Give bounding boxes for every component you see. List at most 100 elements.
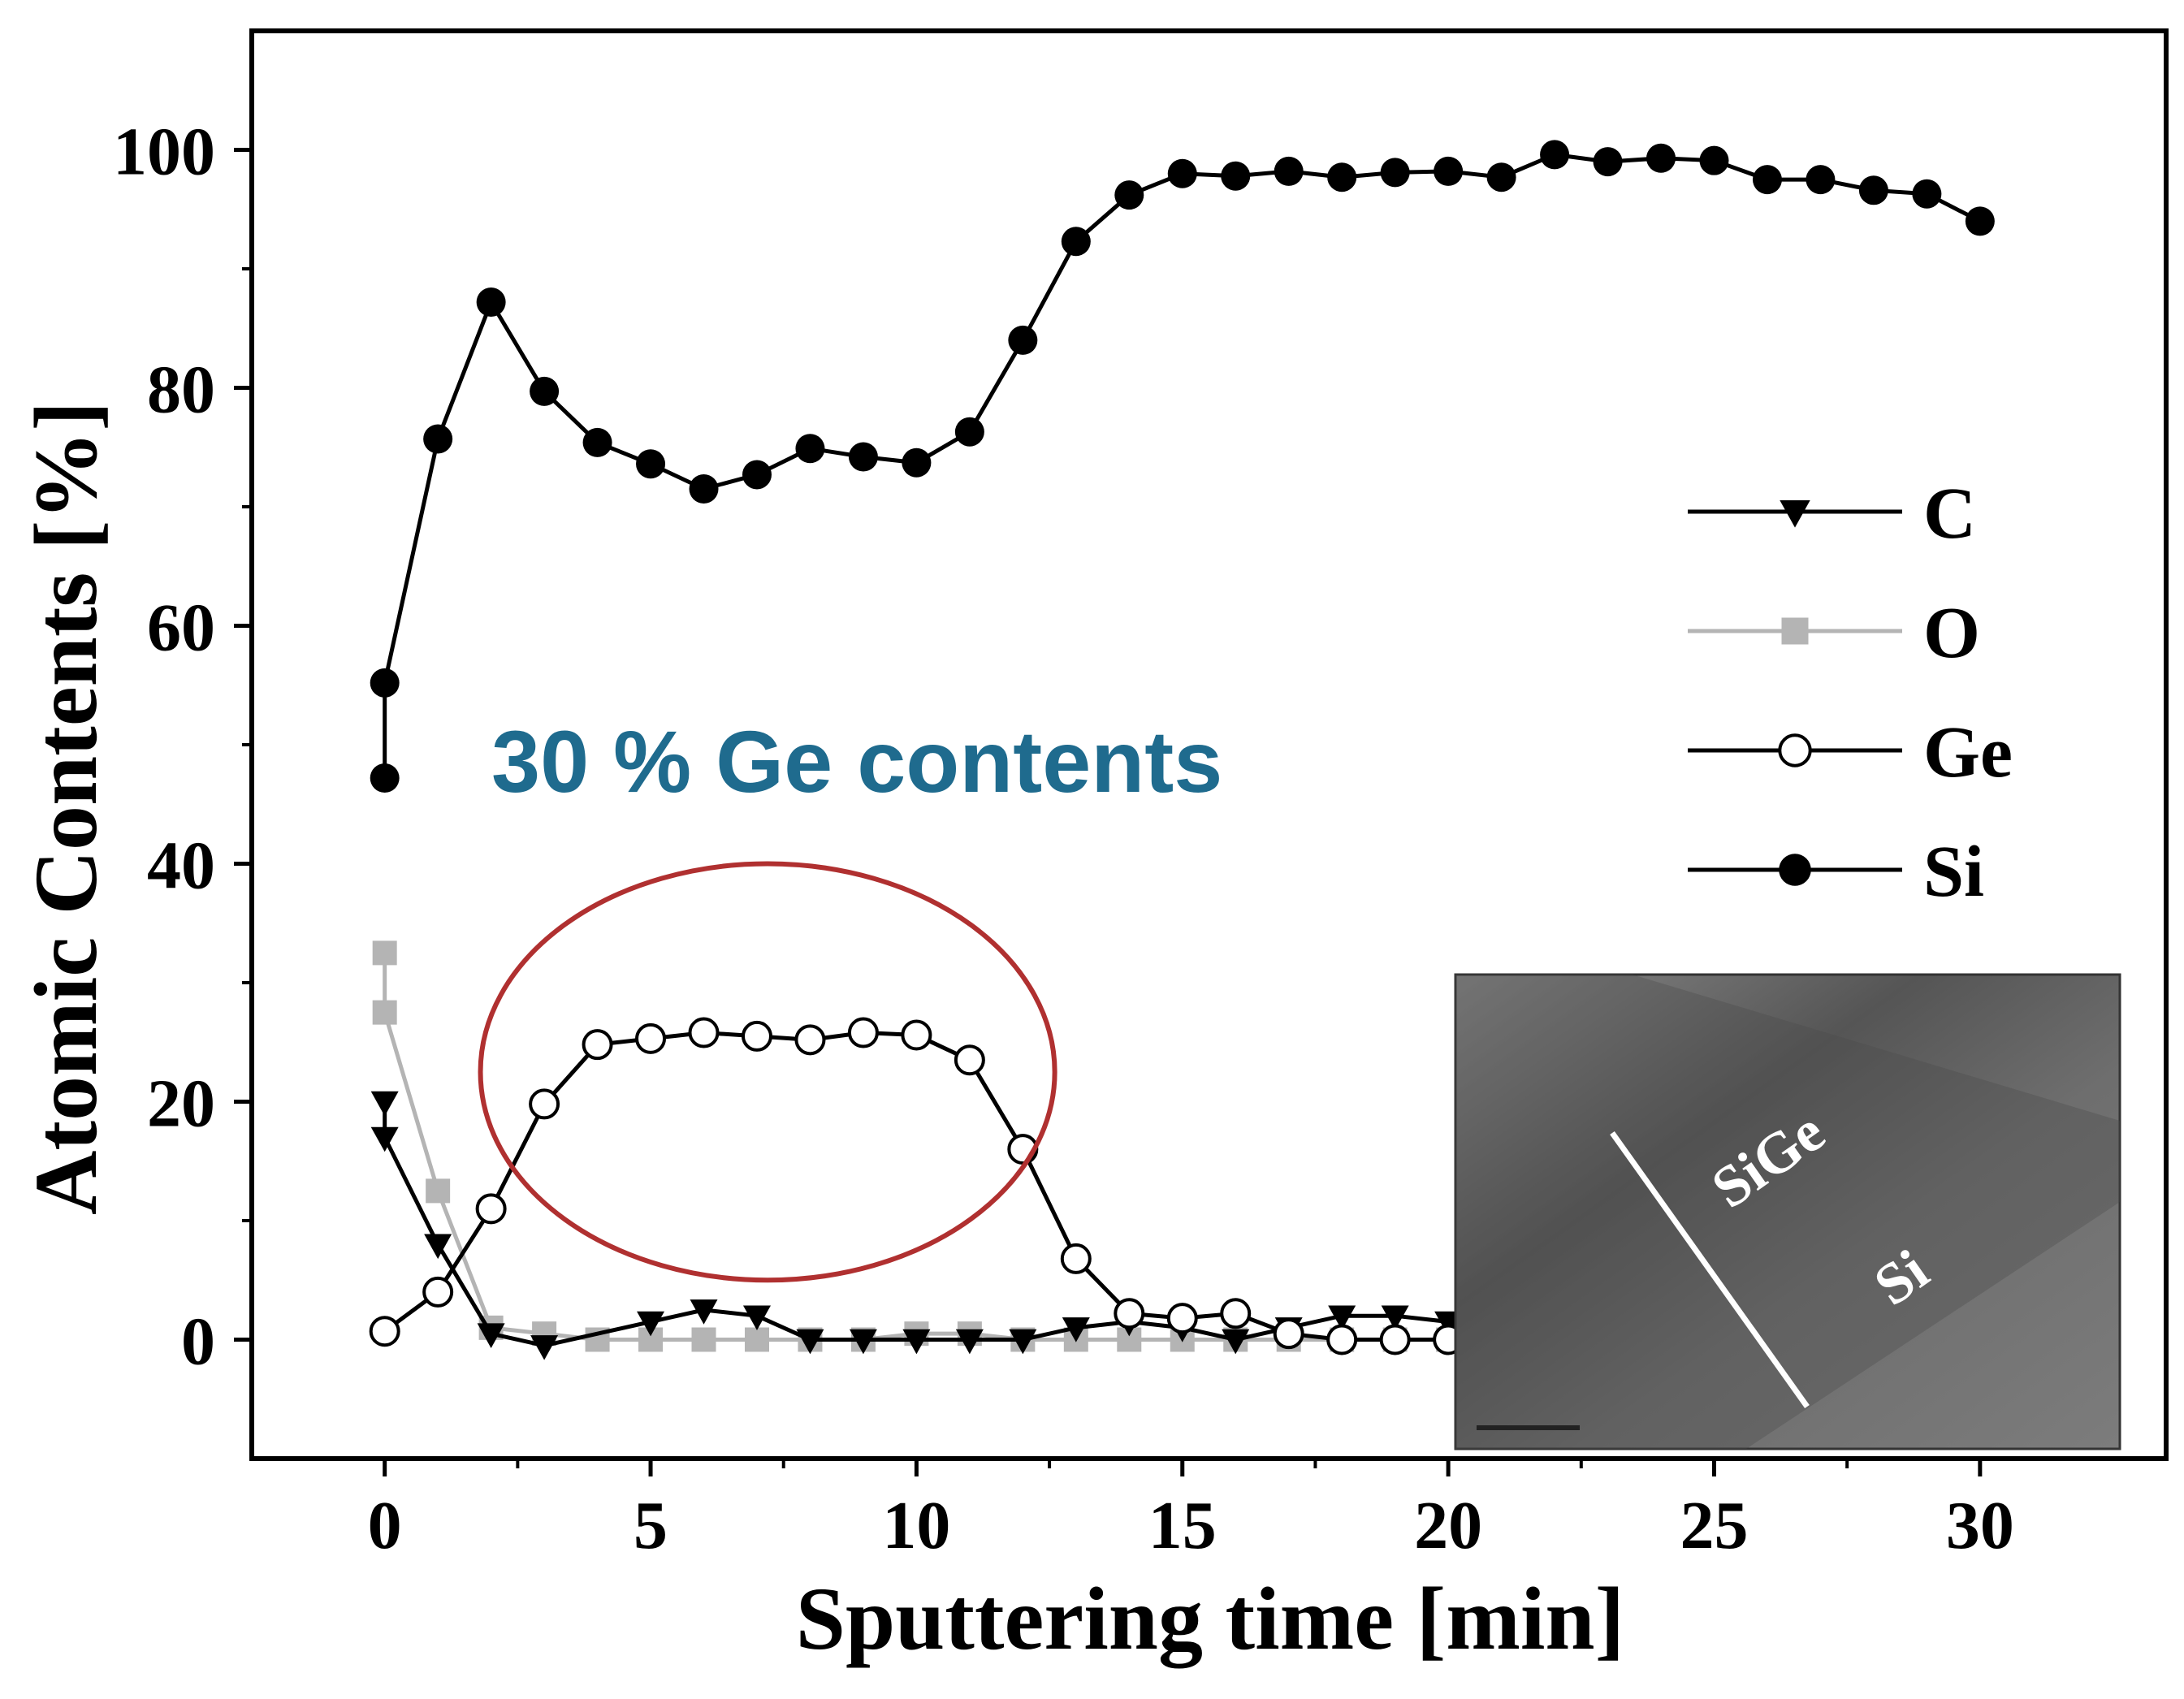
marker-circle-filled bbox=[742, 460, 772, 490]
y-tick-label: 80 bbox=[147, 352, 215, 428]
series-si bbox=[370, 140, 1995, 793]
marker-circle-filled bbox=[1434, 156, 1464, 186]
marker-circle-filled bbox=[795, 434, 825, 464]
marker-triangle bbox=[849, 1329, 877, 1355]
marker-triangle bbox=[955, 1329, 984, 1355]
legend-entry-ge: Ge bbox=[1688, 712, 2013, 793]
marker-triangle bbox=[1222, 1329, 1250, 1355]
marker-square bbox=[691, 1327, 716, 1352]
marker-triangle bbox=[902, 1329, 931, 1355]
marker-triangle bbox=[1328, 1305, 1356, 1331]
y-tick-label: 0 bbox=[181, 1304, 215, 1380]
ge-content-annotation: 30 % Ge contents bbox=[491, 712, 1222, 811]
marker-square bbox=[744, 1327, 769, 1352]
x-tick-label: 15 bbox=[1148, 1488, 1217, 1563]
marker-circle-open bbox=[582, 1029, 613, 1061]
y-tick-label: 100 bbox=[113, 115, 215, 190]
marker-circle-filled bbox=[1806, 165, 1836, 195]
x-axis-title: Sputtering time [min] bbox=[796, 1569, 1624, 1668]
marker-circle-filled bbox=[1752, 165, 1782, 195]
marker-circle-open bbox=[688, 1017, 720, 1048]
y-axis-ticks: 0 20 40 60 80 100 bbox=[113, 115, 252, 1380]
marker-square bbox=[1781, 617, 1809, 645]
marker-circle-filled bbox=[1061, 227, 1091, 257]
marker-circle-filled bbox=[530, 376, 560, 406]
series-layer bbox=[369, 140, 1995, 1360]
x-tick-label: 0 bbox=[368, 1488, 402, 1563]
marker-square bbox=[426, 1178, 451, 1204]
marker-circle-filled bbox=[1486, 162, 1516, 192]
series-line bbox=[383, 953, 1449, 1342]
x-tick-label: 10 bbox=[882, 1488, 950, 1563]
marker-circle-open bbox=[422, 1276, 454, 1308]
series-line bbox=[383, 1101, 1449, 1348]
y-tick-label: 20 bbox=[147, 1066, 215, 1142]
series-c bbox=[370, 1091, 1463, 1360]
marker-triangle bbox=[530, 1335, 559, 1360]
y-tick-label: 40 bbox=[147, 828, 215, 904]
x-tick-label: 25 bbox=[1680, 1488, 1748, 1563]
y-axis-title: Atomic Contents [%] bbox=[16, 401, 115, 1215]
marker-circle-open bbox=[369, 1316, 400, 1347]
marker-triangle bbox=[1009, 1329, 1037, 1355]
marker-circle-open bbox=[475, 1193, 507, 1225]
marker-square bbox=[372, 1000, 397, 1025]
marker-circle-open bbox=[847, 1017, 879, 1048]
marker-triangle bbox=[370, 1091, 399, 1117]
y-tick-label: 60 bbox=[147, 590, 215, 666]
marker-circle-filled bbox=[636, 449, 666, 479]
marker-triangle bbox=[477, 1323, 505, 1349]
marker-circle-open bbox=[741, 1020, 772, 1052]
series-ge bbox=[369, 1017, 1464, 1355]
marker-triangle bbox=[1780, 499, 1810, 528]
marker-circle-open bbox=[529, 1088, 560, 1120]
marker-circle-filled bbox=[1965, 206, 1995, 236]
series-o bbox=[372, 940, 1461, 1352]
marker-triangle bbox=[1062, 1317, 1090, 1342]
series-line bbox=[383, 152, 1981, 779]
marker-circle-open bbox=[1273, 1318, 1304, 1350]
marker-triangle bbox=[1381, 1305, 1409, 1331]
marker-circle-filled bbox=[1274, 156, 1304, 186]
marker-circle-filled bbox=[689, 474, 719, 504]
marker-circle-filled bbox=[582, 427, 612, 457]
legend-label: O bbox=[1923, 593, 1980, 673]
legend-label: C bbox=[1923, 473, 1976, 554]
legend-label: Si bbox=[1923, 832, 1984, 912]
legend-entry-c: C bbox=[1688, 473, 1976, 554]
tem-inset-image: SiGe Si bbox=[1454, 973, 2121, 1450]
marker-triangle bbox=[424, 1234, 452, 1260]
marker-triangle bbox=[742, 1305, 771, 1331]
marker-circle-open bbox=[1778, 733, 1812, 767]
marker-circle-filled bbox=[423, 424, 453, 454]
marker-circle-filled bbox=[902, 447, 932, 478]
marker-circle-open bbox=[1379, 1324, 1411, 1355]
x-tick-label: 30 bbox=[1946, 1488, 2014, 1563]
marker-triangle bbox=[370, 1126, 399, 1152]
x-axis-ticks: 0 5 10 15 20 25 30 bbox=[368, 1459, 2014, 1563]
marker-circle-filled bbox=[1008, 325, 1038, 355]
marker-circle-filled bbox=[1221, 161, 1251, 191]
legend-entry-si: Si bbox=[1688, 832, 1984, 912]
marker-circle-filled bbox=[1114, 180, 1144, 210]
marker-triangle bbox=[690, 1299, 718, 1325]
marker-square bbox=[372, 940, 397, 966]
marker-circle-filled bbox=[370, 763, 400, 793]
marker-circle-filled bbox=[954, 417, 984, 447]
marker-circle-filled bbox=[370, 668, 400, 698]
marker-triangle bbox=[637, 1311, 665, 1337]
marker-circle-filled bbox=[1593, 147, 1623, 177]
marker-circle-filled bbox=[476, 287, 506, 318]
marker-circle-filled bbox=[1646, 143, 1676, 173]
marker-circle-filled bbox=[1540, 140, 1570, 170]
legend-label: Ge bbox=[1923, 712, 2013, 793]
marker-circle-filled bbox=[1167, 158, 1197, 188]
marker-circle-filled bbox=[848, 442, 878, 472]
legend: CO Ge Si bbox=[1688, 473, 2013, 912]
highlight-ellipse bbox=[478, 861, 1057, 1283]
marker-circle-filled bbox=[1327, 162, 1357, 192]
marker-circle-filled bbox=[1699, 145, 1729, 175]
marker-circle-filled bbox=[1858, 175, 1888, 205]
marker-circle-filled bbox=[1380, 158, 1410, 188]
